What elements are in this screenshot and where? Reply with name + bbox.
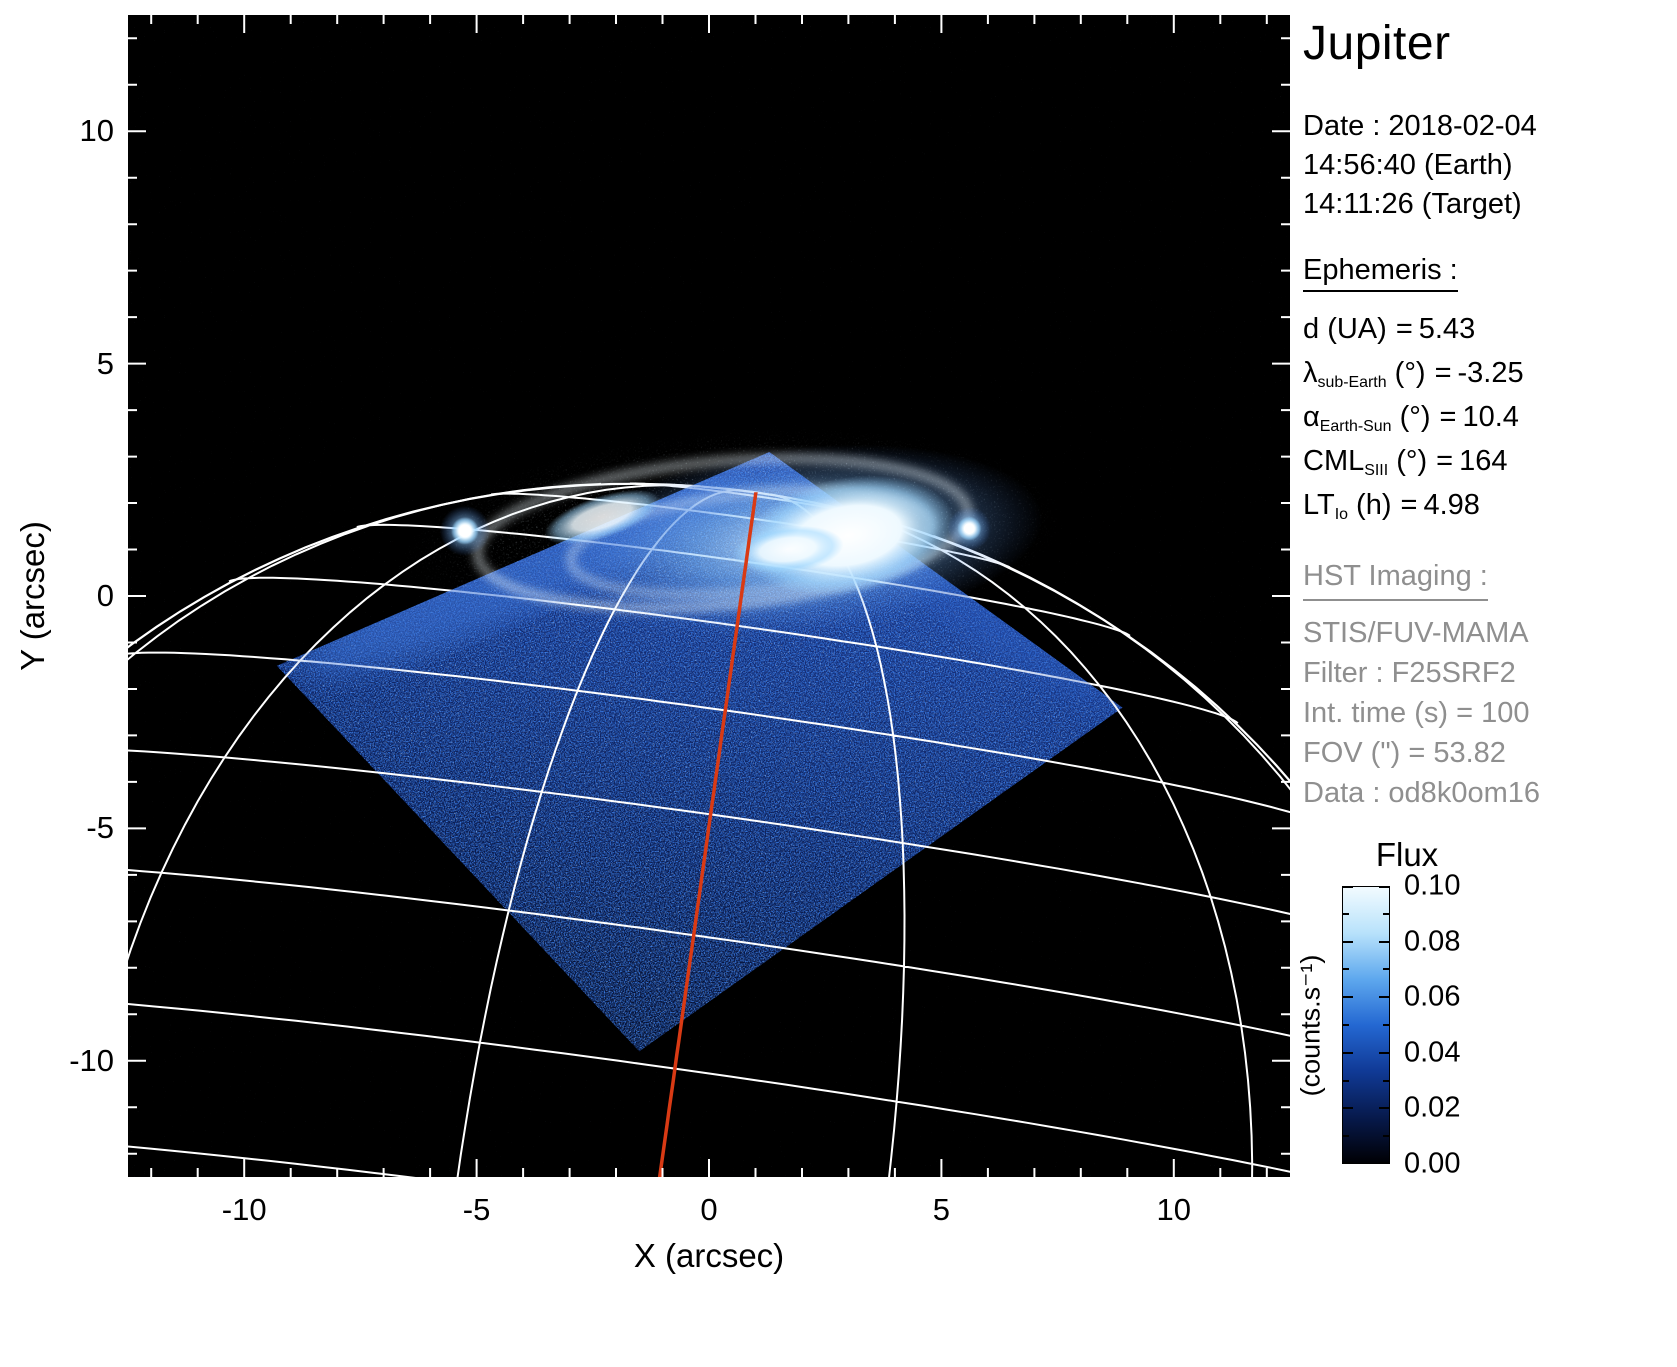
ephemeris-row-cml: CMLSIII (°) = 164 (1303, 445, 1675, 480)
colorbar-minor-tick-mark (1343, 912, 1349, 915)
ephemeris-value: 10.4 (1462, 401, 1519, 434)
colorbar-tick-mark (1343, 1162, 1353, 1164)
ephemeris-row-io-local-time: LTIo (h) = 4.98 (1303, 489, 1675, 524)
colorbar-tick-label: 0.08 (1404, 925, 1461, 958)
time-earth: 14:56:40 (Earth) (1303, 149, 1513, 181)
colorbar-tick-mark (1343, 1051, 1353, 1054)
ephemeris-unit: (UA) (1319, 313, 1387, 345)
aurora-feature (963, 523, 975, 534)
ephemeris-symbol: CML (1303, 445, 1365, 478)
ephemeris-value: 5.43 (1418, 313, 1476, 345)
colorbar-tick-mark (1379, 1107, 1389, 1110)
equals-sign: = (1434, 357, 1452, 390)
ephemeris-subscript: SIII (1364, 462, 1389, 480)
colorbar-tick-mark (1379, 886, 1389, 888)
x-tick-label: 10 (1156, 1192, 1192, 1227)
hst-instrument: STIS/FUV-MAMA (1303, 617, 1529, 650)
equals-sign: = (1395, 313, 1413, 345)
colorbar-minor-tick-mark (1343, 1024, 1349, 1026)
fuv-sky-image (128, 15, 1290, 1177)
ephemeris-subscript: Io (1334, 506, 1348, 524)
colorbar-tick-label: 0.10 (1404, 869, 1461, 902)
ephemeris-section: Ephemeris : d (UA) = 5.43 λsub-Earth (°) = -… (1303, 254, 1675, 524)
ephemeris-unit: (h) (1348, 489, 1392, 522)
x-tick-label: -5 (462, 1192, 491, 1227)
colorbar-tick-label: 0.00 (1404, 1147, 1461, 1180)
colorbar-unit-text: (counts.s⁻¹) (1295, 954, 1326, 1096)
hst-imaging-header: HST Imaging : (1303, 556, 1488, 602)
colorbar-minor-tick-mark (1383, 1135, 1389, 1138)
x-tick-label: -10 (221, 1192, 267, 1227)
hst-fov: FOV (") = 53.82 (1303, 737, 1506, 770)
ephemeris-subscript: Earth-Sun (1319, 418, 1392, 436)
colorbar-tick-mark (1379, 996, 1389, 999)
colorbar-tick-mark (1343, 940, 1353, 943)
equals-sign: = (1436, 445, 1454, 478)
colorbar-minor-tick-mark (1343, 968, 1349, 971)
colorbar-minor-tick-mark (1343, 1135, 1349, 1138)
ephemeris-symbol: LT (1303, 489, 1335, 522)
y-tick-label: 0 (96, 578, 114, 613)
ephemeris-symbol: λ (1303, 357, 1318, 390)
ephemeris-value: 4.98 (1423, 489, 1480, 522)
colorbar-minor-tick-mark (1343, 1079, 1349, 1082)
colorbar-unit-label: (counts.s⁻¹) (1292, 886, 1330, 1164)
ephemeris-value: 164 (1459, 445, 1508, 478)
colorbar (1342, 886, 1390, 1164)
y-tick-label: -10 (69, 1042, 114, 1078)
planet-limb (128, 482, 1290, 783)
colorbar-tick-mark (1379, 1051, 1389, 1054)
x-tick-label: 5 (932, 1192, 951, 1227)
y-tick-label: -5 (86, 810, 114, 846)
colorbar-tick-mark (1343, 886, 1353, 888)
aurora-feature (544, 489, 660, 545)
colorbar-tick-label: 0.02 (1404, 1091, 1461, 1124)
equals-sign: = (1400, 489, 1418, 522)
ephemeris-header: Ephemeris : (1303, 254, 1458, 292)
colorbar-minor-tick-mark (1383, 1079, 1389, 1082)
hst-imaging-section: HST Imaging : STIS/FUV-MAMA Filter : F25… (1303, 556, 1675, 813)
date-line: Date : 2018-02-04 (1303, 110, 1537, 142)
equals-sign: = (1439, 401, 1457, 434)
colorbar-tick-mark (1379, 1162, 1389, 1164)
colorbar-minor-tick-mark (1383, 912, 1389, 915)
ephemeris-unit: (°) (1391, 401, 1431, 434)
colorbar-tick-mark (1379, 940, 1389, 943)
time-target: 14:11:26 (Target) (1303, 188, 1522, 220)
aurora-layer (398, 426, 1067, 654)
plot-area (128, 15, 1290, 1177)
ephemeris-row-subearth-lat: λsub-Earth (°) = -3.25 (1303, 357, 1675, 392)
colorbar-minor-tick-mark (1383, 968, 1389, 971)
ephemeris-row-phase-angle: αEarth-Sun (°) = 10.4 (1303, 401, 1675, 436)
axis-ticks (128, 15, 1290, 1177)
cml-meridian (657, 492, 758, 1177)
aurora-feature (458, 524, 472, 538)
hst-data-id: Data : od8k0om16 (1303, 777, 1540, 810)
ephemeris-symbol: α (1303, 401, 1320, 434)
ephemeris-value: -3.25 (1457, 357, 1524, 390)
aurora-feature (732, 525, 844, 574)
target-title: Jupiter (1303, 17, 1451, 70)
ephemeris-unit: (°) (1386, 357, 1426, 390)
colorbar-tick-label: 0.04 (1404, 1036, 1461, 1069)
y-tick-label: 10 (79, 113, 114, 149)
ephemeris-subscript: sub-Earth (1317, 374, 1387, 392)
hst-int-time: Int. time (s) = 100 (1303, 697, 1530, 730)
colorbar-title: Flux (1375, 836, 1439, 873)
ephemeris-unit: (°) (1388, 445, 1428, 478)
hst-filter: Filter : F25SRF2 (1303, 657, 1516, 690)
colorbar-tick-mark (1343, 1107, 1353, 1110)
colorbar-minor-tick-mark (1383, 1024, 1389, 1026)
observation-times: Date : 2018-02-04 14:56:40 (Earth) 14:11… (1303, 107, 1675, 224)
x-axis-title: X (arcsec) (633, 1237, 785, 1274)
colorbar-tick-mark (1343, 996, 1353, 999)
x-tick-label: 0 (700, 1192, 718, 1227)
colorbar-tick-label: 0.06 (1404, 980, 1461, 1013)
info-panel: Jupiter Date : 2018-02-04 14:56:40 (Eart… (1303, 0, 1675, 813)
y-tick-label: 5 (96, 345, 114, 381)
ephemeris-symbol: d (1303, 313, 1320, 345)
ephemeris-row-distance: d (UA) = 5.43 (1303, 313, 1675, 348)
